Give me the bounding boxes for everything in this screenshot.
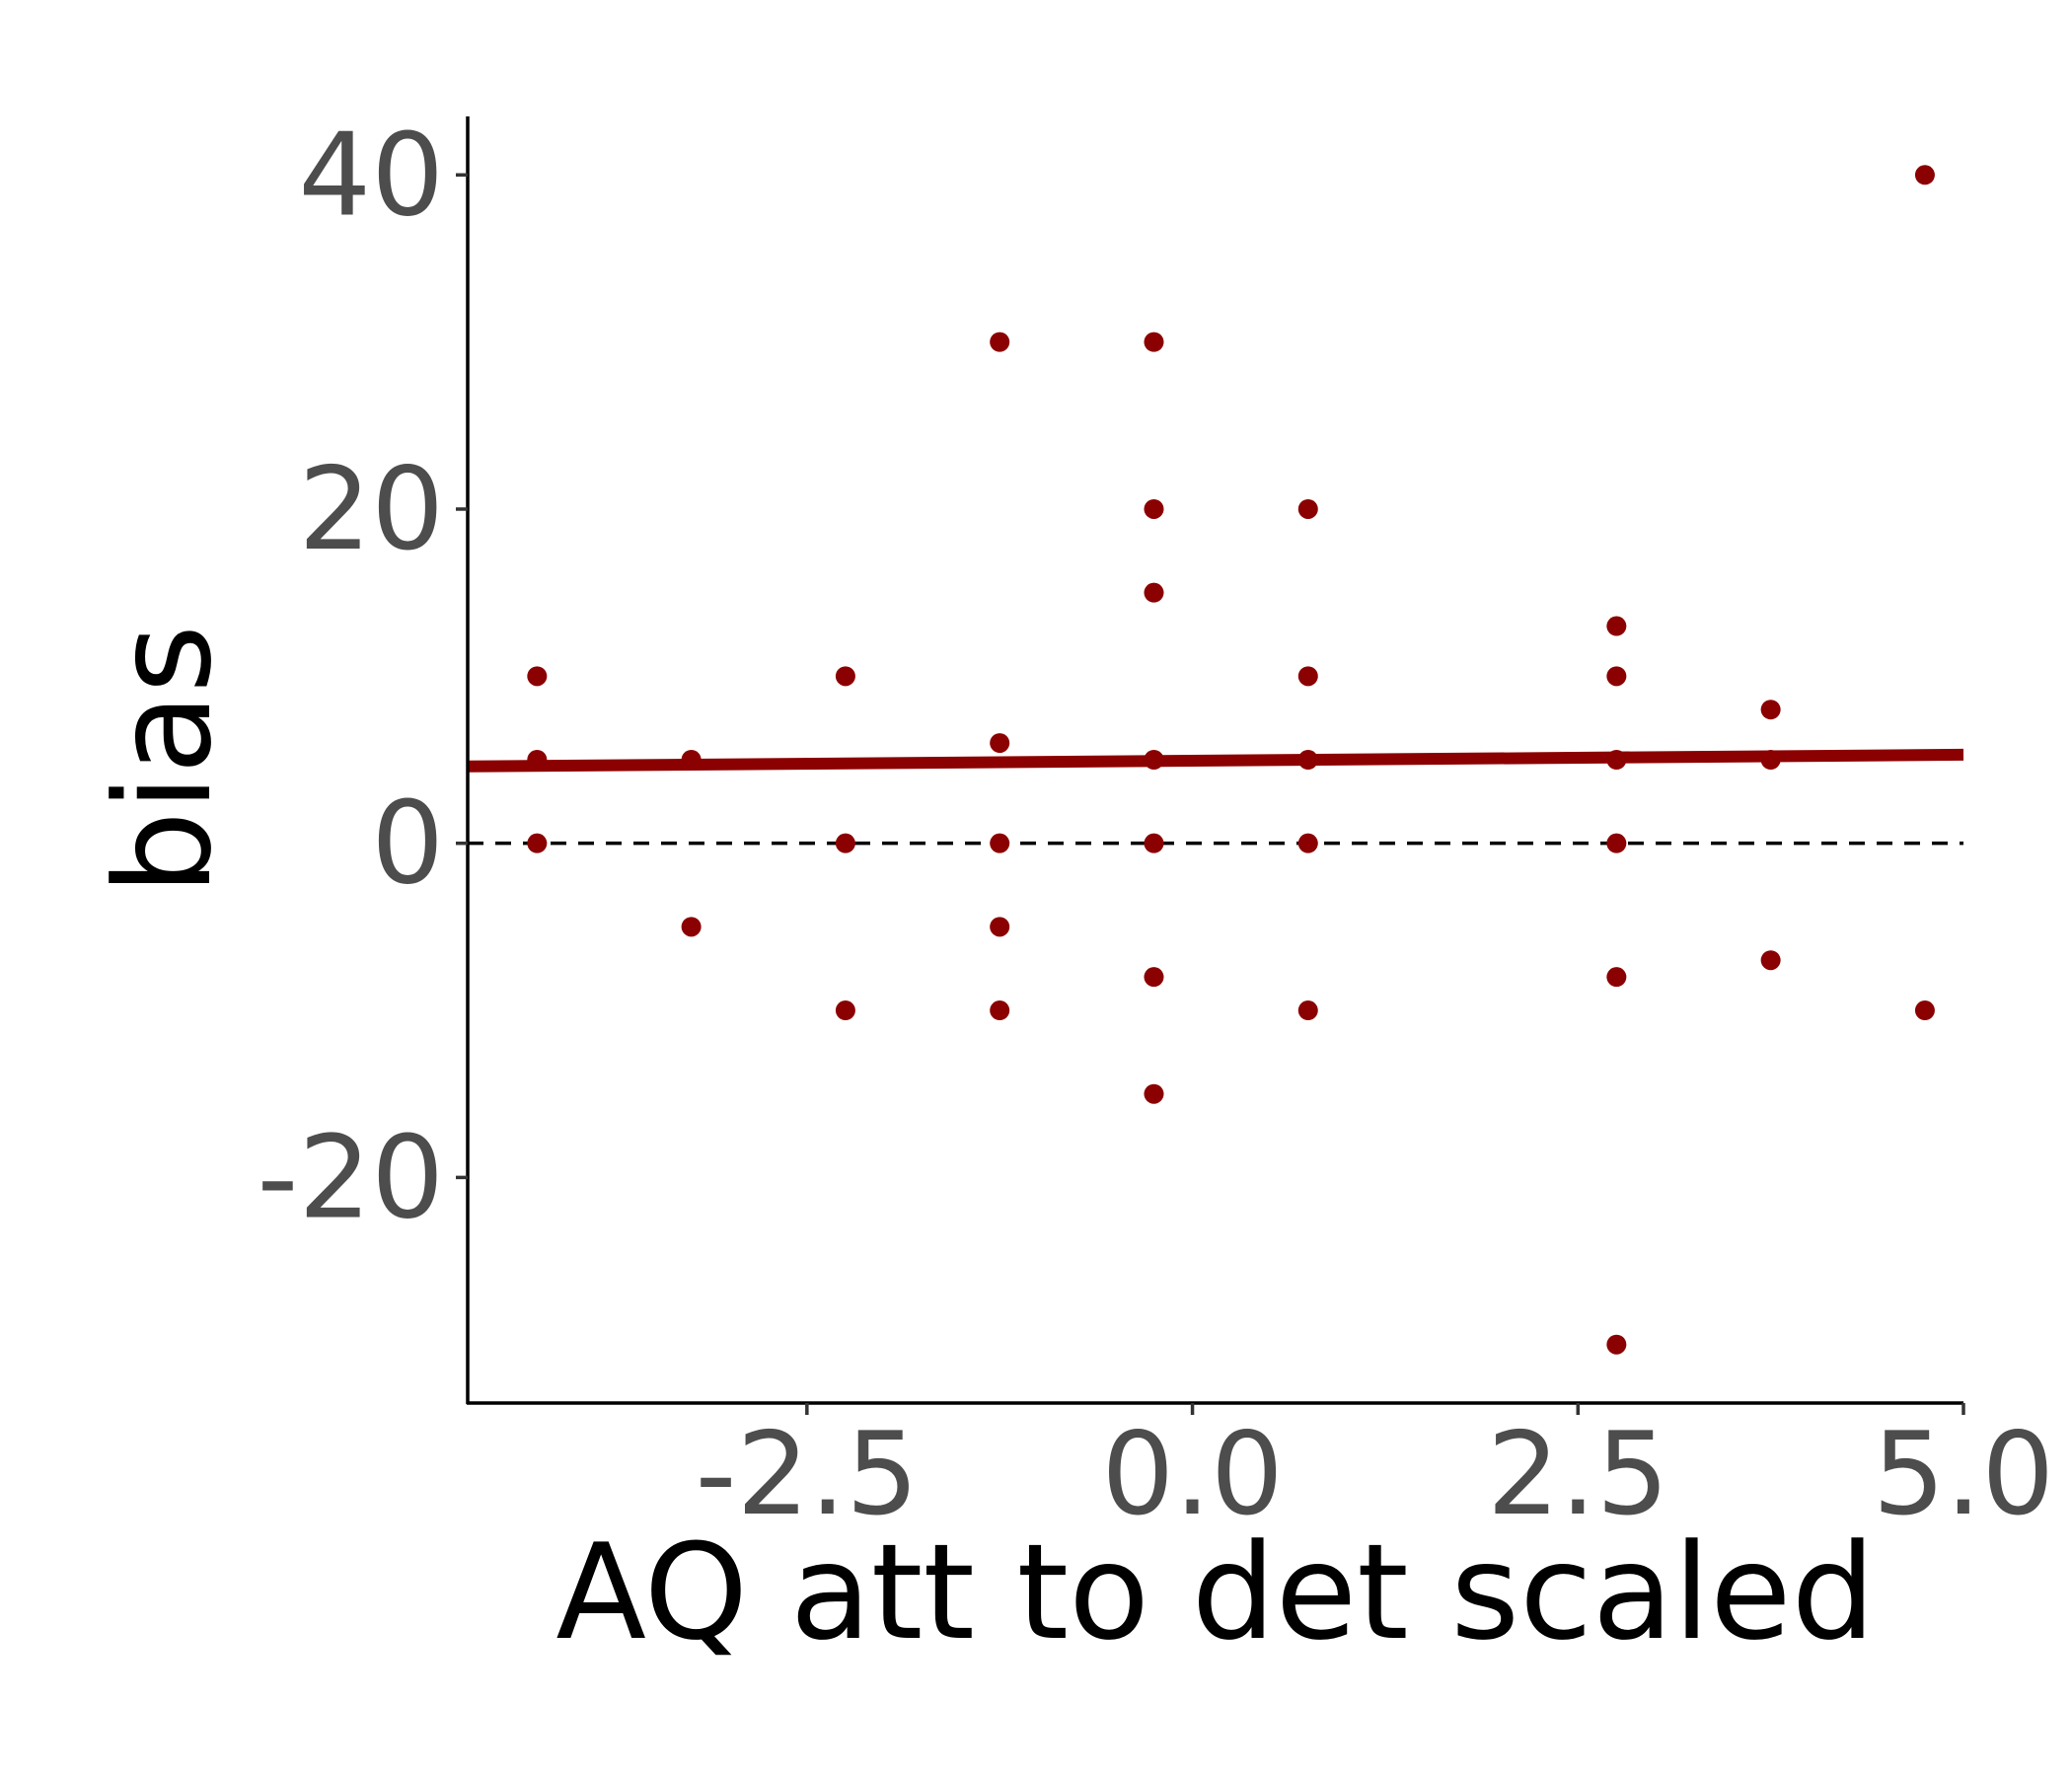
data-point-16	[1144, 582, 1164, 603]
y-tick-label-20: 20	[298, 443, 444, 576]
x-axis-title: AQ att to det scaled	[555, 1516, 1875, 1669]
y-axis-title: bias	[87, 625, 241, 895]
data-point-22	[1297, 666, 1318, 687]
data-point-8	[835, 1000, 855, 1021]
data-point-27	[1606, 666, 1627, 687]
data-point-18	[1144, 833, 1164, 853]
fit-line	[467, 748, 1964, 773]
y-tick-label-0: 0	[371, 777, 444, 911]
data-point-13	[990, 1000, 1010, 1021]
data-point-19	[1144, 967, 1164, 988]
data-point-12	[990, 917, 1010, 937]
x-tick-label-2.5: 2.5	[1487, 1408, 1668, 1541]
x-tick-label--2.5: -2.5	[696, 1408, 919, 1541]
data-point-26	[1606, 616, 1627, 636]
data-point-21	[1297, 498, 1318, 519]
data-point-1	[527, 666, 548, 687]
data-point-14	[1144, 332, 1164, 352]
axes: -2.5 0.0 2.5 5.0 -20 0 20 40	[258, 109, 2055, 1541]
data-point-3	[527, 833, 548, 853]
data-point-36	[1914, 1000, 1935, 1021]
y-tick-label--20: -20	[258, 1111, 444, 1244]
data-point-24	[1297, 833, 1318, 853]
x-tick-label-5.0: 5.0	[1873, 1408, 2054, 1541]
data-point-10	[990, 733, 1010, 754]
x-tick-label-0.0: 0.0	[1101, 1408, 1283, 1541]
data-point-7	[835, 833, 855, 853]
data-point-6	[835, 666, 855, 687]
data-point-29	[1606, 833, 1627, 853]
data-point-34	[1760, 950, 1781, 971]
data-point-15	[1144, 498, 1164, 519]
data-point-30	[1606, 967, 1627, 988]
y-tick-label-40: 40	[298, 109, 444, 242]
data-point-25	[1297, 1000, 1318, 1021]
data-point-20	[1144, 1083, 1164, 1104]
data-point-5	[681, 917, 702, 937]
data-point-35	[1914, 165, 1935, 185]
plot-area	[467, 165, 1964, 1355]
data-point-11	[990, 833, 1010, 853]
data-point-9	[990, 332, 1010, 352]
data-point-31	[1606, 1334, 1627, 1355]
data-point-32	[1760, 700, 1781, 720]
